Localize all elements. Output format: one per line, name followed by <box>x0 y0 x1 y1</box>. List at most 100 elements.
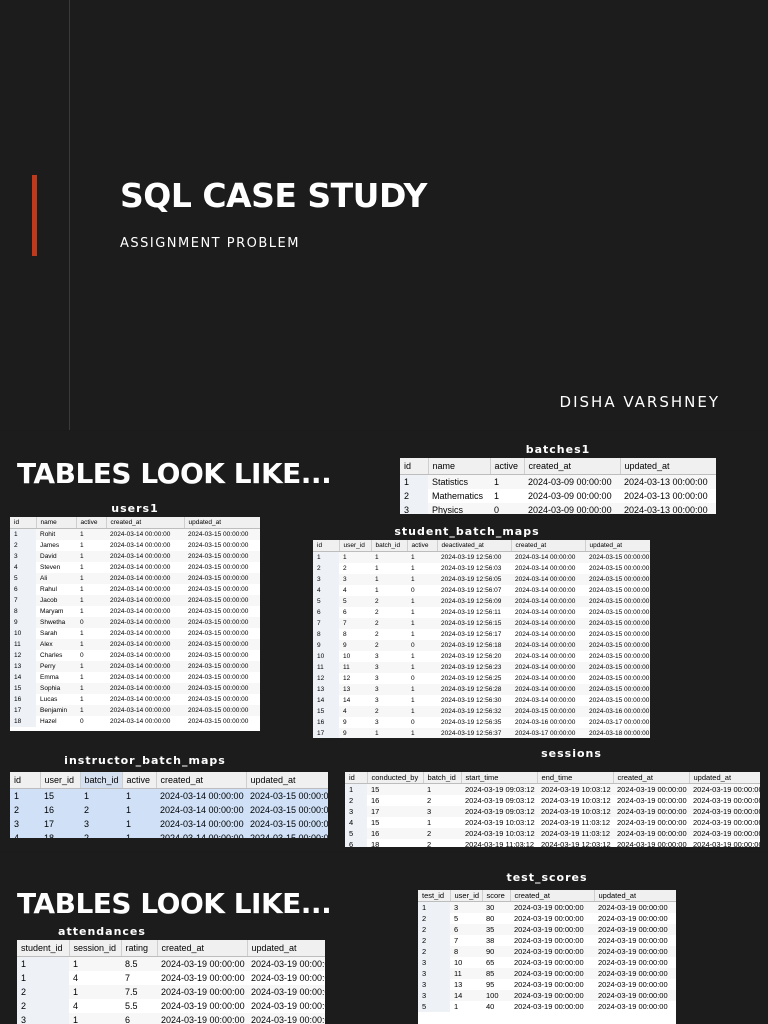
table-cell: 2024-03-19 12:56:07 <box>437 585 511 596</box>
column-header: name <box>428 458 491 475</box>
table-cell: 90 <box>482 946 510 957</box>
table-cell: 3 <box>371 662 407 673</box>
column-header: created_at <box>106 517 185 529</box>
table-caption-users1: users1 <box>111 502 159 515</box>
table-cell: 2024-03-19 00:00:00 <box>594 946 676 957</box>
table-row: 15 4 2 1 2024-03-19 12:56:32 2024-03-15 00:00… <box>313 706 650 717</box>
table-cell: 6 <box>10 584 36 595</box>
table-cell: 13 <box>313 684 339 695</box>
table-cell: 1 <box>400 474 428 489</box>
table-cell: 85 <box>482 968 510 979</box>
table-cell: 2 <box>423 839 461 847</box>
table-cell: 2024-03-19 10:03:12 <box>537 795 613 806</box>
table-cell: 2024-03-19 10:03:12 <box>537 806 613 817</box>
vertical-divider-line <box>69 0 70 430</box>
table-cell: 2024-03-19 00:00:00 <box>689 806 760 817</box>
table-cell: 16 <box>313 717 339 728</box>
table-cell: 2024-03-19 00:00:00 <box>594 957 676 968</box>
table-cell: 2024-03-19 00:00:00 <box>510 1001 594 1012</box>
table-cell: 1 <box>407 596 437 607</box>
table-cell: 2024-03-19 00:00:00 <box>594 1001 676 1012</box>
table-cell: 2024-03-19 11:03:12 <box>537 817 613 828</box>
table-cell: 6 <box>313 607 339 618</box>
table-cell: 2 <box>418 935 450 946</box>
table-row: 4 18 2 1 2024-03-14 00:00:00 2024-03-15 00:00… <box>10 831 328 838</box>
table-cell: 2024-03-15 00:00:00 <box>246 817 328 831</box>
table-cell: 2024-03-15 00:00:00 <box>585 684 650 695</box>
table-cell: 2024-03-09 00:00:00 <box>524 503 620 514</box>
table-row: 3 17 3 1 2024-03-14 00:00:00 2024-03-15 00:00… <box>10 817 328 831</box>
table-row: 2 4 5.5 2024-03-19 00:00:00 2024-03-19 00:00… <box>17 999 325 1013</box>
table-row: 3 Physics 0 2024-03-09 00:00:00 2024-03-13 0… <box>400 503 716 514</box>
table-cell: 8 <box>450 946 482 957</box>
table-cell: 2 <box>423 795 461 806</box>
table-caption-batches1: batches1 <box>525 443 591 456</box>
table-cell: 2024-03-15 00:00:00 <box>585 618 650 629</box>
column-header: created_at <box>511 540 586 552</box>
table-cell: 2024-03-16 00:00:00 <box>511 717 585 728</box>
table-row: 8 8 2 1 2024-03-19 12:56:17 2024-03-14 00:00:… <box>313 629 650 640</box>
table-cell: 2024-03-14 00:00:00 <box>511 563 585 574</box>
table-cell: 2 <box>418 946 450 957</box>
table-cell: 2024-03-15 00:00:00 <box>585 629 650 640</box>
table-cell: 17 <box>367 806 423 817</box>
table-cell: 2 <box>371 629 407 640</box>
table-row: 17 Benjamin 1 2024-03-14 00:00:00 2024-03-15… <box>10 705 260 716</box>
table-cell: 2024-03-14 00:00:00 <box>156 803 246 817</box>
table-cell: 3 <box>345 806 367 817</box>
table-cell: 1 <box>10 528 36 540</box>
column-header: updated_at <box>184 517 260 529</box>
table-cell: 17 <box>10 705 36 716</box>
table-cell: 2024-03-19 00:00:00 <box>510 935 594 946</box>
table-cell: 2024-03-19 00:00:00 <box>247 999 325 1013</box>
table-cell: 2 <box>371 607 407 618</box>
table-cell: 2024-03-19 00:00:00 <box>510 990 594 1001</box>
table-row: 3 14 100 2024-03-19 00:00:00 2024-03-19 00:0… <box>418 990 676 1001</box>
table-cell: 12 <box>10 650 36 661</box>
table-row: 9 9 2 0 2024-03-19 12:56:18 2024-03-14 00:00:… <box>313 640 650 651</box>
table-row: 2 James 1 2024-03-14 00:00:00 2024-03-15 00:… <box>10 540 260 551</box>
table-row: 2 2 1 1 2024-03-19 12:56:03 2024-03-14 00:00:… <box>313 563 650 574</box>
slide-heading: TABLES LOOK LIKE... <box>17 457 332 490</box>
table-cell: 2024-03-14 00:00:00 <box>106 672 184 683</box>
table-cell: Physics <box>428 503 490 514</box>
table-cell: 4 <box>69 999 121 1013</box>
table-cell: 17 <box>40 817 80 831</box>
table-cell: 5 <box>313 596 339 607</box>
table-cell: 3 <box>80 817 122 831</box>
table-cell: 2024-03-14 00:00:00 <box>156 817 246 831</box>
table-cell: 3 <box>418 957 450 968</box>
table-cell: 2024-03-19 00:00:00 <box>613 828 689 839</box>
data-table: student_id session_id rating created_at upda… <box>17 940 325 1024</box>
table-cell: 2024-03-19 00:00:00 <box>613 795 689 806</box>
table-cell: 1 <box>313 551 339 563</box>
table-cell: 5.5 <box>121 999 157 1013</box>
table-cell: 2024-03-19 12:56:17 <box>437 629 511 640</box>
table-cell: 2024-03-14 00:00:00 <box>106 606 184 617</box>
table-cell: 2024-03-19 12:56:00 <box>437 551 511 563</box>
table-cell: 2024-03-19 00:00:00 <box>157 971 247 985</box>
table-cell: 2024-03-14 00:00:00 <box>106 661 184 672</box>
table-row: 13 13 3 1 2024-03-19 12:56:28 2024-03-14 00:0… <box>313 684 650 695</box>
table-row: 11 11 3 1 2024-03-19 12:56:23 2024-03-14 00:0… <box>313 662 650 673</box>
table-row: 8 Maryam 1 2024-03-14 00:00:00 2024-03-15 00… <box>10 606 260 617</box>
table-cell: 1 <box>76 694 106 705</box>
table-cell: 2 <box>10 540 36 551</box>
table-cell: 2024-03-19 00:00:00 <box>510 957 594 968</box>
table-cell: 2024-03-14 00:00:00 <box>106 683 184 694</box>
table-cell: 3 <box>313 574 339 585</box>
table-cell: 1 <box>407 651 437 662</box>
table-cell: 95 <box>482 979 510 990</box>
table-cell: 2024-03-15 00:00:00 <box>184 595 260 606</box>
table-cell: 3 <box>17 1013 69 1024</box>
table-cell: 2024-03-19 00:00:00 <box>594 924 676 935</box>
table-cell: 2 <box>339 563 371 574</box>
data-table: id name active created_at updated_at 1 Statist… <box>400 458 716 514</box>
table-cell: 2024-03-19 12:56:32 <box>437 706 511 717</box>
table-cell: 0 <box>407 717 437 728</box>
table-cell: 1 <box>407 728 437 738</box>
table-cell: 3 <box>400 503 428 514</box>
table-cell: 4 <box>339 585 371 596</box>
table-cell: 1 <box>76 562 106 573</box>
